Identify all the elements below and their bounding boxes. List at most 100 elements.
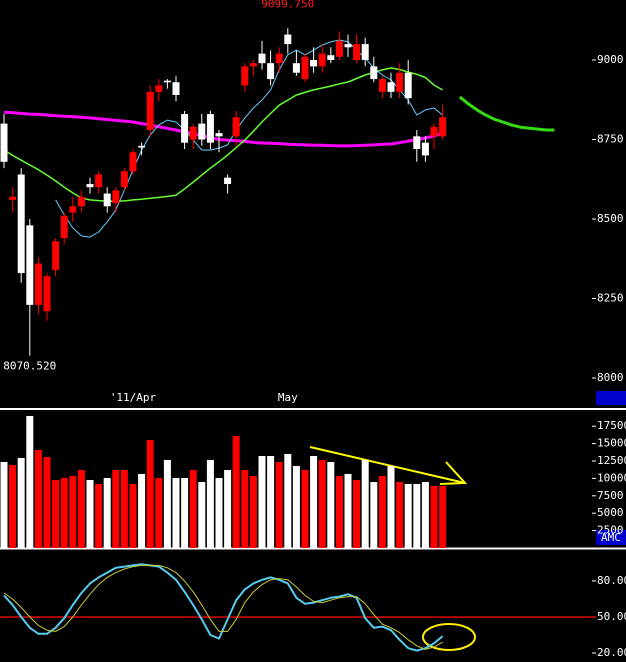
y-tick-label: 20.00 bbox=[597, 646, 626, 659]
volume-bar bbox=[17, 458, 25, 548]
volume-bar bbox=[86, 480, 94, 548]
y-tick-label: 12500 bbox=[597, 454, 626, 467]
volume-bar bbox=[112, 469, 120, 548]
volume-bar bbox=[155, 477, 163, 548]
volume-bar bbox=[138, 473, 146, 548]
volume-bar bbox=[284, 453, 292, 548]
y-tick-label: 8000.0 bbox=[597, 371, 626, 384]
candle-body bbox=[396, 72, 404, 92]
candle-body bbox=[34, 263, 42, 305]
candle-body bbox=[232, 117, 240, 137]
candle-body bbox=[215, 133, 223, 137]
volume-bar bbox=[120, 469, 128, 548]
volume-bar bbox=[0, 461, 8, 548]
volume-bar bbox=[43, 456, 51, 548]
volume-bar bbox=[129, 483, 137, 548]
candle-body bbox=[95, 174, 103, 188]
candle-body bbox=[0, 123, 8, 162]
highlight-ellipse bbox=[422, 623, 476, 651]
volume-bar bbox=[439, 485, 447, 548]
candle-body bbox=[17, 174, 25, 274]
candle-body bbox=[146, 91, 154, 130]
volume-bar bbox=[181, 477, 189, 548]
volume-bar bbox=[318, 459, 326, 548]
candle-body bbox=[120, 171, 128, 188]
candle-body bbox=[413, 136, 421, 150]
candle-body bbox=[292, 63, 300, 73]
volume-bar bbox=[206, 459, 214, 548]
volume-bar bbox=[52, 480, 60, 548]
candle-body bbox=[241, 66, 249, 86]
arrow-line bbox=[309, 446, 466, 484]
candle-body bbox=[378, 79, 386, 92]
x-tick-label: '11/Apr bbox=[110, 391, 157, 404]
volume-bar bbox=[361, 459, 369, 548]
y-tick-label: 15000 bbox=[597, 437, 626, 450]
candle-body bbox=[301, 56, 309, 80]
volume-bar bbox=[77, 469, 85, 548]
volume-bar bbox=[267, 455, 275, 548]
volume-bar bbox=[275, 461, 283, 548]
candle-body bbox=[387, 82, 395, 92]
candle-body bbox=[361, 44, 369, 61]
y-tick-label: 17500 bbox=[597, 419, 626, 432]
volume-bar bbox=[258, 455, 266, 548]
volume-bar bbox=[103, 477, 111, 548]
volume-bar bbox=[378, 475, 386, 548]
y-tick-label: 8500.0 bbox=[597, 212, 626, 225]
arrow-head bbox=[439, 461, 468, 485]
volume-bar bbox=[387, 466, 395, 548]
candle-body bbox=[353, 44, 361, 61]
volume-bar bbox=[292, 466, 300, 548]
volume-bar bbox=[232, 436, 240, 548]
line-series bbox=[3, 563, 444, 652]
volume-bar bbox=[60, 477, 68, 548]
line-series bbox=[458, 95, 555, 132]
volume-bar bbox=[189, 469, 197, 548]
candle-body bbox=[155, 85, 163, 92]
candle-body bbox=[189, 126, 197, 140]
candle-body bbox=[439, 117, 447, 137]
candle-body bbox=[310, 60, 318, 67]
candle-body bbox=[267, 63, 275, 80]
candle-body bbox=[224, 177, 232, 185]
candle-body bbox=[60, 215, 68, 239]
candle-body bbox=[163, 80, 171, 83]
volume-bar bbox=[69, 475, 77, 548]
y-tick-label: 80.00 bbox=[597, 574, 626, 587]
volume-bar bbox=[146, 439, 154, 548]
volume-bar bbox=[353, 480, 361, 548]
candle-body bbox=[404, 72, 412, 99]
candle-body bbox=[77, 196, 85, 207]
candle-body bbox=[103, 193, 111, 207]
volume-bar bbox=[301, 469, 309, 548]
volume-bar bbox=[163, 459, 171, 548]
max-label: 9099.750 bbox=[261, 0, 314, 10]
volume-bar bbox=[9, 464, 17, 548]
candle-body bbox=[421, 142, 429, 156]
volume-bar bbox=[34, 450, 42, 548]
y-tick-label: 5000 bbox=[597, 506, 624, 519]
candle-body bbox=[370, 66, 378, 80]
line-series bbox=[3, 564, 443, 650]
volume-bar bbox=[421, 482, 429, 548]
volume-trend-arrow bbox=[309, 446, 468, 485]
volume-bar bbox=[396, 482, 404, 548]
axis-box bbox=[596, 391, 626, 405]
volume-bar bbox=[327, 461, 335, 548]
volume-bar bbox=[224, 469, 232, 548]
candle-body bbox=[26, 225, 34, 305]
y-tick-label: 7500 bbox=[597, 489, 624, 502]
min-label: 8070.520 bbox=[3, 360, 56, 373]
volume-bar bbox=[344, 473, 352, 548]
volume-bar bbox=[215, 477, 223, 548]
candle-body bbox=[172, 82, 180, 95]
candle-body bbox=[198, 123, 206, 140]
candle-body bbox=[181, 114, 189, 143]
candle-body bbox=[430, 126, 438, 137]
volume-bar bbox=[413, 483, 421, 548]
candle-body bbox=[258, 53, 266, 64]
x-tick-label: May bbox=[278, 391, 298, 404]
